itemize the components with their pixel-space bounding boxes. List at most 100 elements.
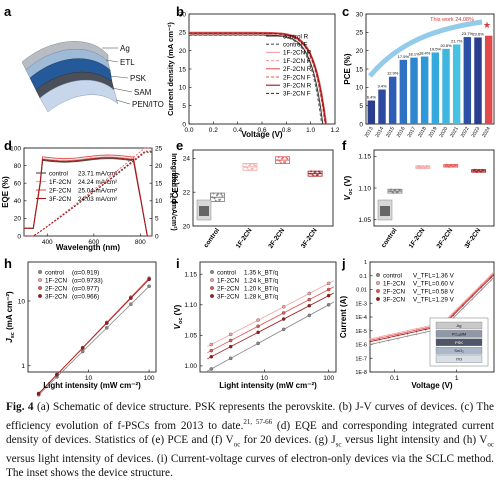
- voc-point: [228, 338, 233, 343]
- voc-fit-line: [207, 280, 334, 347]
- device-point: [216, 193, 219, 196]
- device-point: [392, 191, 395, 194]
- device-point: [245, 162, 248, 165]
- ytick-label-b: 30: [179, 11, 187, 18]
- ytick-label-i: 1.15: [184, 272, 197, 279]
- legend-marker-j: [376, 297, 380, 301]
- xtick-label-c: 2016: [396, 126, 407, 139]
- ytick-label-c: 10: [356, 85, 364, 92]
- bar-2016: [399, 59, 408, 125]
- bar-value-label: 9.4%: [377, 84, 387, 89]
- device-point: [286, 157, 289, 160]
- xtick-label-b: 0.0: [184, 127, 193, 134]
- inset-layer: [435, 321, 483, 330]
- legend-name-i: 3F-2CN: [217, 293, 239, 300]
- panel-b: b 0.0 0.2 0.4 0.6 0.8 1.0 1.2 0 5 10 15 20 25 30 cont…: [166, 4, 340, 139]
- ytick-label-j: 1E-8: [355, 370, 367, 376]
- jsc-fit-line: [38, 286, 150, 396]
- inset-layer-label: PSK: [455, 340, 463, 345]
- legend-name-h: 3F-2CN: [45, 293, 67, 300]
- panel-letter-d: d: [4, 138, 12, 153]
- plot-frame-e: [192, 149, 334, 227]
- bar-2020: [442, 48, 450, 125]
- xtick-label-c: 2014: [374, 126, 385, 139]
- xtick-label-1F-2CN: 1F-2CN: [235, 227, 254, 250]
- device-point: [398, 189, 401, 192]
- ytick-label-i: 1.05: [184, 333, 197, 340]
- star-icon: ★: [483, 20, 491, 30]
- device-point: [318, 171, 321, 174]
- panel-j: j 0.1 11E-81E-71E-61E-51E-41E-30.010.11+ +…: [339, 256, 495, 390]
- ytick-label-j: 1E-4: [355, 315, 367, 321]
- ytick2-label-d: 0: [155, 233, 159, 240]
- ytick-label: 1.10: [358, 185, 371, 192]
- jv-curve: [189, 34, 323, 125]
- ylabel-f: Voc (V): [343, 175, 354, 200]
- xtick-label-c: 2019: [428, 126, 439, 139]
- ytick2-label-d: 15: [155, 181, 163, 188]
- xtick-label-b: 0.8: [282, 127, 291, 134]
- voc-point: [307, 303, 312, 308]
- xtick-label-c: 2020: [438, 126, 449, 139]
- device-point: [251, 167, 254, 170]
- xtick-label-b: 0.2: [209, 127, 218, 134]
- legend-marker-i: [210, 278, 214, 282]
- bar-value-label: 21.7%: [451, 38, 463, 43]
- sclc-marker: +: [471, 291, 474, 296]
- xtick-label-h: 10: [85, 375, 93, 382]
- legend-label-b: 3F-2CN F: [283, 91, 311, 98]
- eqe-curve: [24, 157, 152, 237]
- panel-letter-h: h: [4, 256, 12, 271]
- device-point: [396, 191, 399, 194]
- legend-name-d: 3F-2CN: [49, 196, 71, 203]
- caption-sub-sc: sc: [335, 440, 342, 449]
- voc-point: [326, 293, 331, 298]
- caption-refs: 21, 57-66: [243, 417, 273, 426]
- device-point: [422, 165, 425, 168]
- voc-point: [281, 327, 286, 332]
- xtick-label-c: 2015: [385, 126, 396, 139]
- sclc-marker: +: [378, 336, 381, 341]
- xtick-label-2F-2CN: 2F-2CN: [436, 227, 455, 250]
- device-point: [285, 156, 288, 159]
- sclc-marker: +: [406, 334, 409, 339]
- xlabel-b: Voltage (V): [241, 130, 283, 139]
- ytick-label-j: 1E-7: [355, 356, 367, 362]
- jsc-fit-line: [38, 279, 150, 394]
- legend-name-d: 2F-2CN: [49, 187, 71, 194]
- xtick-label-c: 2023: [470, 126, 481, 139]
- device-point: [482, 169, 485, 172]
- sclc-marker: +: [471, 294, 474, 299]
- legend-marker-j: [376, 281, 380, 285]
- panel-e: e 20 22 24 control 1F-2CN 2F-2CN 3F-2CN PCE (%…: [171, 138, 334, 250]
- legend-name-j: control: [383, 272, 402, 279]
- device-point: [284, 161, 287, 164]
- legend-marker-i: [210, 294, 214, 298]
- device-point: [426, 165, 429, 168]
- ylabel-b: Current density (mA cm⁻²): [166, 22, 175, 116]
- bar-value-label: 17.5%: [398, 54, 410, 59]
- bar-2015: [388, 76, 397, 124]
- bar-value-label: 6.4%: [367, 95, 377, 100]
- panel-letter-f: f: [342, 138, 347, 153]
- bar-value-label: 18.1%: [408, 52, 420, 57]
- xtick-label-b: 1.0: [306, 127, 315, 134]
- ytick2-label-d: 10: [155, 198, 163, 205]
- voc-point: [326, 287, 331, 292]
- legend-name-d: 1F-2CN: [49, 179, 71, 186]
- device-point: [309, 172, 312, 175]
- device-point: [388, 190, 391, 193]
- ytick2-label-d: 25: [155, 145, 163, 152]
- sclc-marker: +: [369, 340, 372, 345]
- jv-curve: [189, 33, 326, 125]
- voc-point: [281, 311, 286, 315]
- ytick-label-b: 20: [179, 48, 187, 55]
- device-point: [278, 159, 281, 162]
- xtick-label-2F-2CN: 2F-2CN: [267, 227, 286, 250]
- xtick-label-c: 2024: [481, 126, 492, 139]
- sclc-marker: +: [378, 335, 381, 340]
- layer-label-pen-ito: PEN/ITO: [132, 100, 164, 109]
- caption-text-2: (d) EQE and corresponding integrated cur…: [6, 419, 494, 446]
